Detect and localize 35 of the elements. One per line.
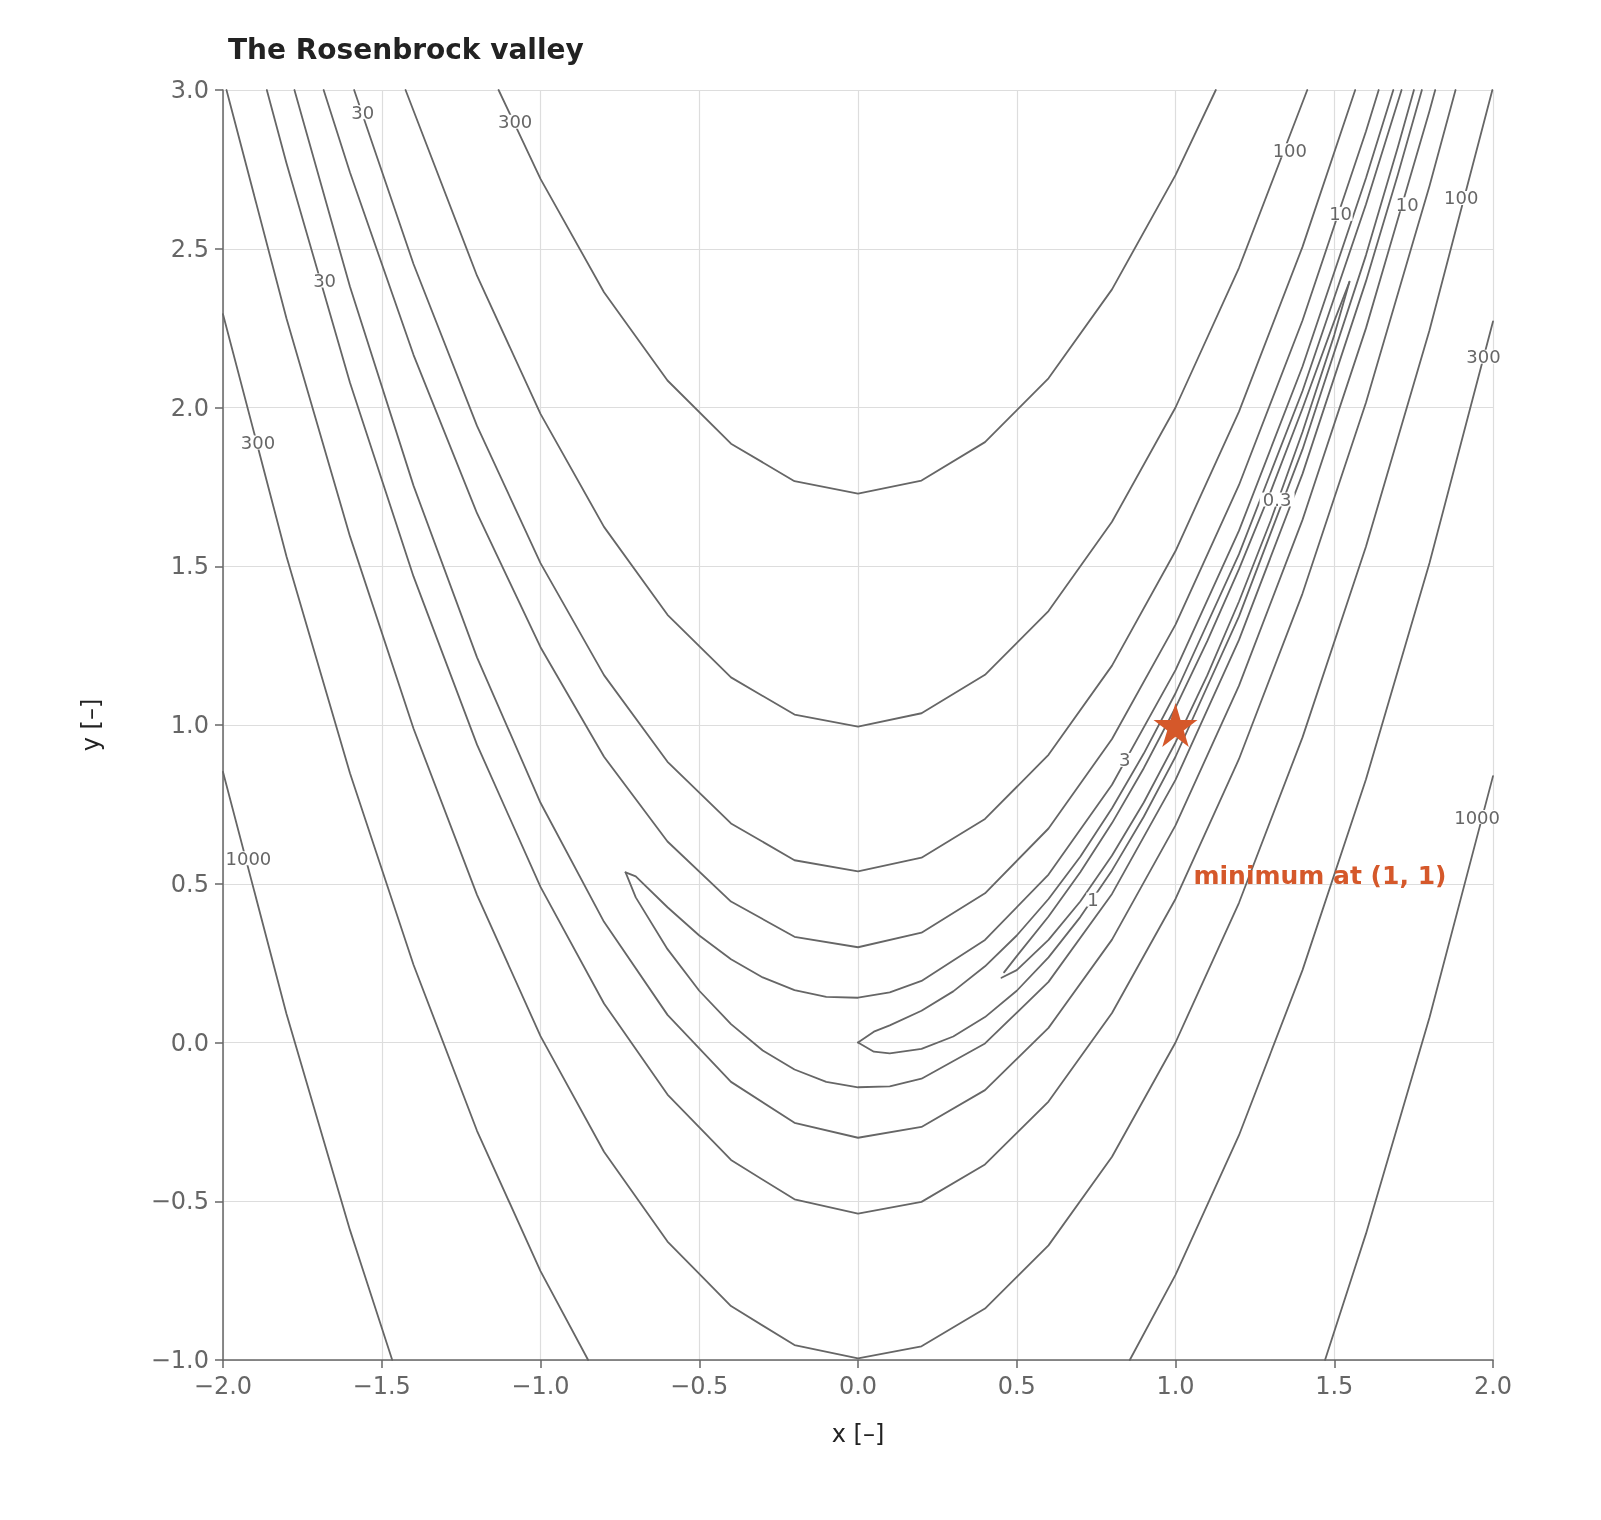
y-tick-label: 2.5 xyxy=(170,234,209,263)
annotation: 10 xyxy=(1329,203,1353,225)
x-tick-label: −1.0 xyxy=(511,1372,570,1400)
annotation: 1 xyxy=(1087,889,1099,911)
y-tick-label: 1.5 xyxy=(170,552,209,581)
x-tick-label: 1.5 xyxy=(1315,1372,1354,1400)
annotation: 30 xyxy=(313,270,337,291)
annotation: 1000 xyxy=(1454,806,1501,828)
chart-title: The Rosenbrock valley xyxy=(228,32,584,66)
annotation: 1000 xyxy=(225,847,272,869)
y-tick-label: −1.0 xyxy=(150,1346,209,1374)
annotation: 100 xyxy=(1272,139,1307,161)
annotation: 300 xyxy=(497,111,533,133)
x-tick-label: 1.0 xyxy=(1156,1372,1195,1400)
x-tick-label: 0.5 xyxy=(997,1372,1036,1400)
y-tick-label: 0.0 xyxy=(170,1028,209,1057)
annotation: 3 xyxy=(1118,749,1131,771)
annotation: 10 xyxy=(1395,193,1419,215)
y-tick-label: 2.0 xyxy=(170,393,209,422)
x-tick-label: −1.5 xyxy=(352,1372,411,1400)
y-axis-title: y [–] xyxy=(77,698,105,752)
y-tick-label: 3.0 xyxy=(170,76,209,104)
annotation: 0.3 xyxy=(1262,489,1292,511)
x-tick-label: −0.5 xyxy=(670,1372,729,1400)
y-tick-label: 1.0 xyxy=(170,711,209,739)
x-tick-label: 2.0 xyxy=(1473,1372,1513,1400)
x-tick-label: −2.0 xyxy=(193,1372,253,1400)
x-axis-title: x [–] xyxy=(831,1420,885,1448)
x-tick-label: 0.0 xyxy=(838,1372,878,1400)
annotation: 300 xyxy=(240,431,276,453)
annotation: 30 xyxy=(351,101,375,123)
annotation: 300 xyxy=(1466,346,1501,368)
annotation: 100 xyxy=(1444,187,1479,209)
y-tick-label: 0.5 xyxy=(170,869,209,898)
y-tick-label: −0.5 xyxy=(150,1187,209,1216)
